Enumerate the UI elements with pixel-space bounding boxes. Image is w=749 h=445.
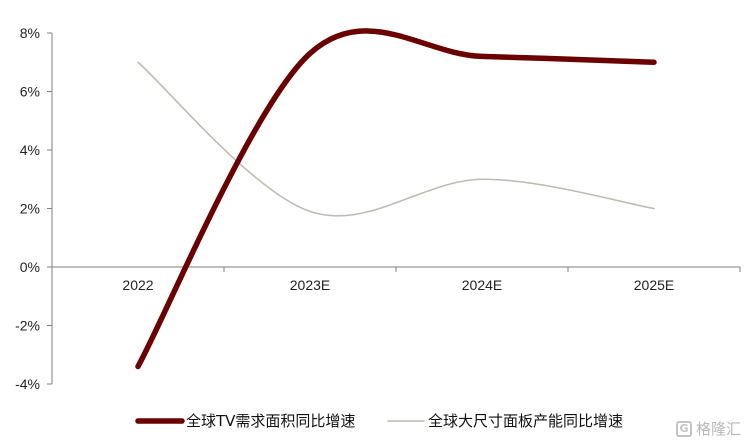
x-tick-label: 2024E	[462, 277, 502, 293]
series-layer	[135, 28, 657, 370]
x-tick-label: 2025E	[634, 277, 674, 293]
y-tick-label: 0%	[20, 259, 40, 275]
watermark-logo-icon: G	[675, 420, 692, 437]
y-axis: 8% 6% 4% 2% 0% -2% -4%	[15, 25, 53, 392]
legend: 全球TV需求面积同比增速 全球大尺寸面板产能同比增速	[135, 412, 623, 430]
watermark-text: 格隆汇	[695, 420, 741, 438]
watermark: G 格隆汇	[675, 418, 741, 439]
series-line-2	[137, 61, 655, 217]
y-tick-label: 8%	[20, 25, 40, 41]
legend-label-1: 全球TV需求面积同比增速	[186, 412, 355, 430]
y-tick-label: 4%	[20, 142, 40, 158]
series-line-1	[135, 28, 657, 370]
x-tick-label: 2023E	[290, 277, 330, 293]
y-tick-label: 6%	[20, 84, 40, 100]
y-tick-label: -2%	[15, 318, 40, 334]
y-tick-label: -4%	[15, 376, 40, 392]
x-tick-label: 2022	[122, 277, 153, 293]
x-axis: 2022 2023E 2024E 2025E	[51, 266, 741, 293]
legend-label-2: 全球大尺寸面板产能同比增速	[428, 412, 623, 430]
y-tick-label: 2%	[20, 201, 40, 217]
